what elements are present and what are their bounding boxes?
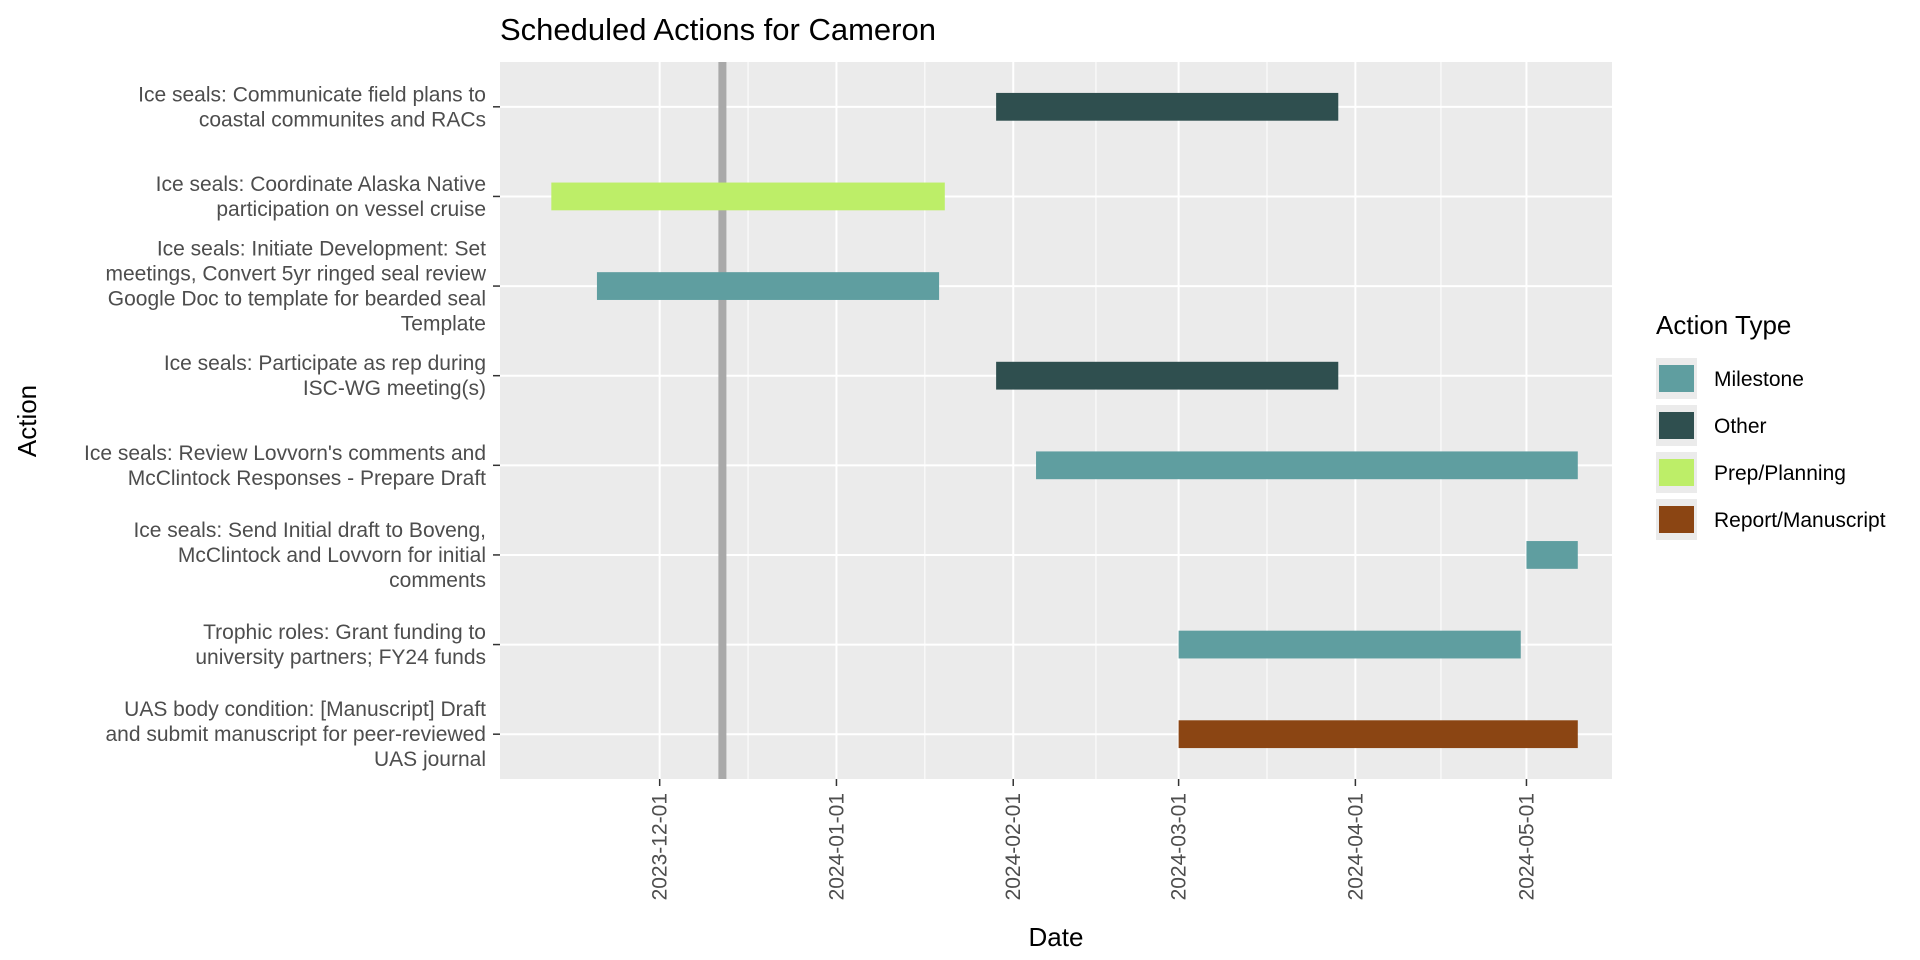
- y-tick-label: Ice seals: Review Lovvorn's comments and…: [84, 442, 486, 490]
- x-tick-label: 2024-03-01: [1168, 793, 1191, 900]
- y-axis-title: Action: [12, 385, 42, 457]
- x-tick-label: 2024-05-01: [1515, 793, 1538, 900]
- y-tick-label: Ice seals: Send Initial draft to Boveng,…: [133, 519, 486, 592]
- legend: Action Type Milestone Other Prep/Planning R…: [1656, 310, 1886, 540]
- legend-swatch: [1659, 365, 1694, 392]
- task-bar: [1036, 451, 1578, 480]
- x-tick-label: 2024-01-01: [825, 793, 848, 900]
- x-tick-label: 2024-02-01: [1002, 793, 1025, 900]
- y-axis: Ice seals: Communicate field plans to coa…: [84, 83, 500, 771]
- grid-lines: [500, 62, 1612, 779]
- x-tick-label: 2023-12-01: [649, 793, 672, 900]
- legend-title: Action Type: [1656, 310, 1791, 340]
- legend-label: Other: [1714, 415, 1767, 438]
- y-tick-label: UAS body condition: [Manuscript] Draft an…: [105, 698, 486, 771]
- y-tick-label: Trophic roles: Grant funding to universit…: [195, 621, 486, 669]
- task-bar: [551, 182, 945, 211]
- legend-swatch: [1659, 506, 1694, 533]
- y-tick-label: Ice seals: Communicate field plans to coa…: [138, 83, 486, 131]
- task-bar: [1526, 541, 1578, 569]
- x-axis-title: Date: [1029, 922, 1084, 952]
- x-axis: 2023-12-01 2024-01-01 2024-02-01 2024-03-01…: [649, 779, 1538, 900]
- x-tick-label: 2024-04-01: [1344, 793, 1367, 900]
- y-tick-label: Ice seals: Participate as rep during ISC-…: [164, 352, 486, 400]
- task-bars: [551, 92, 1578, 749]
- plot-panel: [500, 62, 1612, 779]
- legend-swatch: [1659, 459, 1694, 486]
- legend-label: Prep/Planning: [1714, 462, 1846, 485]
- legend-label: Report/Manuscript: [1714, 509, 1886, 532]
- chart-title: Scheduled Actions for Cameron: [500, 12, 936, 47]
- task-bar: [996, 92, 1339, 121]
- task-bar: [1178, 720, 1578, 749]
- y-tick-label: Ice seals: Initiate Development: Set meet…: [105, 238, 486, 336]
- legend-swatch: [1659, 412, 1694, 439]
- y-tick-label: Ice seals: Coordinate Alaska Native parti…: [156, 173, 486, 221]
- legend-label: Milestone: [1714, 368, 1804, 391]
- task-bar: [1178, 630, 1521, 659]
- task-bar: [596, 272, 940, 300]
- task-bar: [996, 361, 1339, 390]
